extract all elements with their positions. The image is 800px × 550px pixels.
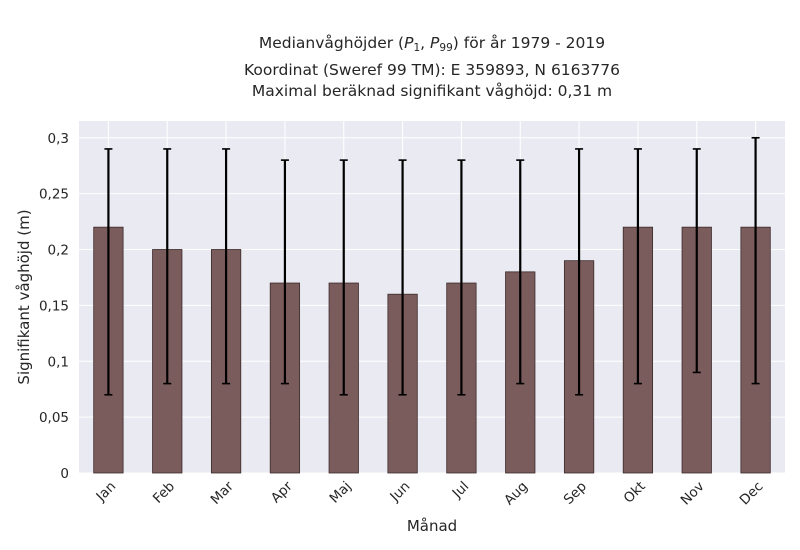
y-tick-label: 0,05	[39, 410, 69, 426]
x-tick-label-dec: Dec	[737, 479, 767, 509]
x-tick-label-aug: Aug	[501, 479, 531, 509]
error-bar-mar	[222, 148, 231, 385]
x-tick-label-okt: Okt	[621, 479, 649, 507]
y-tick-label: 0,25	[39, 187, 69, 203]
error-bar-jul	[457, 159, 466, 396]
error-bar-okt	[633, 148, 642, 385]
x-tick-label-feb: Feb	[150, 479, 178, 507]
x-tick-label-jun: Jun	[386, 479, 413, 506]
error-bar-aug	[516, 159, 525, 385]
x-tick-labels: Jan Feb Mar Apr Maj Jun Jul Aug Sep Okt Nov Dec	[93, 478, 767, 508]
plot-area	[79, 121, 785, 473]
error-bar-nov	[692, 148, 701, 374]
y-tick-label: 0,1	[48, 354, 69, 370]
error-bar-jan	[104, 148, 113, 396]
chart-title: Medianvåghöjder (P1, P99) för år 1979 - …	[0, 33, 800, 103]
error-bars	[104, 136, 760, 396]
error-bar-apr	[280, 159, 289, 385]
x-tick-label-nov: Nov	[678, 479, 708, 509]
error-bar-feb	[163, 148, 172, 385]
title-line-3: Maximal beräknad signifikant våghöjd: 0,…	[251, 82, 613, 101]
y-tick-label: 0,2	[48, 243, 69, 259]
error-bar-jun	[398, 159, 407, 396]
x-tick-label-maj: Maj	[327, 479, 355, 507]
y-tick-label: 0,3	[48, 131, 69, 147]
x-tick-label-mar: Mar	[208, 478, 238, 508]
y-tick-labels: 0 0,05 0,1 0,15 0,2 0,25 0,3	[39, 131, 69, 482]
y-tick-label: 0,15	[39, 298, 69, 314]
error-bar-sep	[575, 148, 584, 396]
x-tick-label-jan: Jan	[93, 479, 120, 506]
x-tick-label-sep: Sep	[561, 479, 590, 508]
title-line-2: Koordinat (Sweref 99 TM): E 359893, N 61…	[244, 60, 620, 79]
error-bar-dec	[751, 136, 760, 385]
x-tick-label-jul: Jul	[449, 479, 473, 503]
title-line-1: Medianvåghöjder (P1, P99) för år 1979 - …	[258, 34, 606, 55]
error-bar-maj	[339, 159, 348, 396]
y-axis-label: Signifikant våghöjd (m)	[15, 209, 33, 384]
x-axis-label: Månad	[407, 517, 457, 535]
y-tick-label: 0	[60, 466, 69, 482]
x-tick-label-apr: Apr	[268, 478, 296, 506]
